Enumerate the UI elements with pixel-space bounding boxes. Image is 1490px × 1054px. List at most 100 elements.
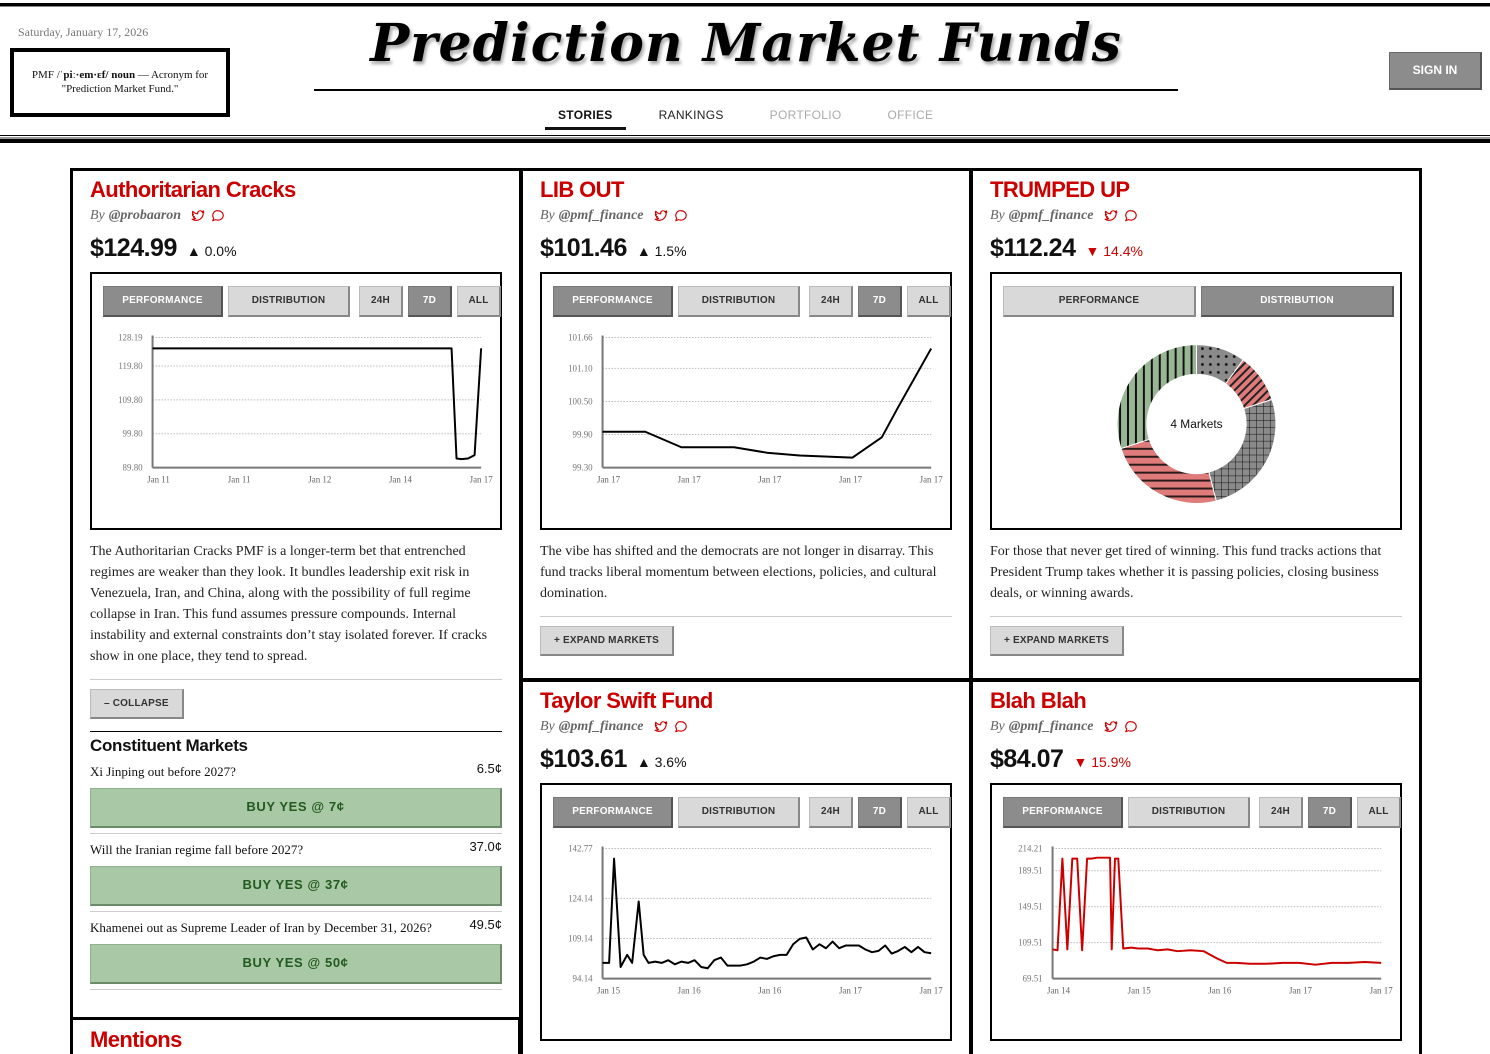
comment-icon[interactable] [674,720,688,734]
fund-price: $84.07 [990,745,1064,773]
twitter-icon[interactable] [1104,720,1118,734]
author-handle[interactable]: @pmf_finance [558,208,644,223]
range-24h-button[interactable]: 24H [359,286,403,317]
svg-text:Jan 12: Jan 12 [308,474,331,484]
byline: By @pmf_finance [990,208,1402,224]
buy-yes-button[interactable]: BUY YES @ 37¢ [90,866,502,906]
author-handle[interactable]: @probaaron [108,208,182,223]
svg-text:189.51: 189.51 [1018,866,1043,876]
chart-tabs: PERFORMANCE DISTRIBUTION [1003,286,1399,317]
performance-tab[interactable]: PERFORMANCE [1003,286,1196,317]
svg-text:Jan 14: Jan 14 [389,474,413,484]
range-all-button[interactable]: ALL [1357,797,1401,828]
author-handle[interactable]: @pmf_finance [558,719,644,734]
comment-icon[interactable] [674,209,688,223]
svg-text:Jan 16: Jan 16 [758,985,782,995]
author-handle[interactable]: @pmf_finance [1008,208,1094,223]
fund-title[interactable]: Blah Blah [990,688,1087,713]
distribution-tab[interactable]: DISTRIBUTION [678,797,800,828]
range-all-button[interactable]: ALL [907,286,951,317]
distribution-donut-chart[interactable]: 4 Markets [992,336,1400,516]
comment-icon[interactable] [1124,209,1138,223]
svg-text:99.30: 99.30 [573,463,594,473]
range-7d-button[interactable]: 7D [1308,797,1352,828]
svg-text:Jan 17: Jan 17 [920,985,944,995]
svg-text:149.51: 149.51 [1018,902,1043,912]
performance-tab[interactable]: PERFORMANCE [1003,797,1123,828]
fund-card-lib-out: LIB OUT By @pmf_finance $101.46 ▲ 1.5% PE… [520,168,972,681]
performance-tab[interactable]: PERFORMANCE [103,286,223,317]
market-price: 6.5¢ [476,761,502,776]
chart-panel: PERFORMANCE DISTRIBUTION 24H 7D ALL 128.… [90,272,502,530]
svg-text:Jan 16: Jan 16 [1208,985,1232,995]
svg-text:94.14: 94.14 [573,974,594,984]
range-all-button[interactable]: ALL [907,797,951,828]
nav-rankings[interactable]: RANKINGS [658,108,724,122]
byline: By @probaaron [90,208,502,224]
range-7d-button[interactable]: 7D [858,797,902,828]
market-question[interactable]: Will the Iranian regime fall before 2027… [90,842,304,857]
range-24h-button[interactable]: 24H [809,797,853,828]
fund-price: $112.24 [990,234,1076,262]
svg-text:Jan 16: Jan 16 [678,985,702,995]
range-24h-button[interactable]: 24H [809,286,853,317]
nav-office[interactable]: OFFICE [887,108,934,122]
sign-in-button[interactable]: SIGN IN [1389,52,1482,90]
buy-yes-button[interactable]: BUY YES @ 50¢ [90,944,502,984]
range-7d-button[interactable]: 7D [858,286,902,317]
fund-title[interactable]: TRUMPED UP [990,177,1130,202]
distribution-tab[interactable]: DISTRIBUTION [228,286,350,317]
collapse-button[interactable]: – COLLAPSE [90,689,184,719]
svg-text:Jan 17: Jan 17 [470,474,494,484]
range-7d-button[interactable]: 7D [408,286,452,317]
current-date: Saturday, January 17, 2026 [18,25,149,39]
chart-tabs: PERFORMANCE DISTRIBUTION 24H 7D ALL [553,286,956,317]
fund-title[interactable]: Taylor Swift Fund [540,688,713,713]
twitter-icon[interactable] [1104,209,1118,223]
svg-text:Jan 17: Jan 17 [1370,985,1394,995]
masthead-logo[interactable]: Prediction Market Funds [370,13,1122,74]
market-row: Khamenei out as Supreme Leader of Iran b… [90,917,502,936]
svg-text:214.21: 214.21 [1018,844,1043,854]
price-change: ▼ 14.4% [1085,243,1143,259]
header-rule [0,139,1490,143]
nav-portfolio[interactable]: PORTFOLIO [769,108,842,122]
fund-card-authoritarian-cracks: Authoritarian Cracks By @probaaron $124.9… [70,168,522,1020]
comment-icon[interactable] [1124,720,1138,734]
svg-text:109.14: 109.14 [568,933,593,943]
comment-icon[interactable] [211,209,225,223]
byline: By @pmf_finance [540,719,952,735]
performance-tab[interactable]: PERFORMANCE [553,286,673,317]
performance-line-chart[interactable]: 214.21 189.51 149.51 109.51 69.51 Jan 14 Jan 1… [992,843,1400,1003]
range-all-button[interactable]: ALL [457,286,501,317]
author-handle[interactable]: @pmf_finance [1008,719,1094,734]
price-change: ▲ 3.6% [636,754,687,770]
svg-text:Jan 11: Jan 11 [228,474,251,484]
pmf-definition-box: PMF /ˈpiː·em·ɛf/ noun — Acronym for "Pre… [10,48,230,117]
distribution-tab[interactable]: DISTRIBUTION [678,286,800,317]
expand-markets-button[interactable]: + EXPAND MARKETS [540,626,674,656]
twitter-icon[interactable] [654,720,668,734]
buy-yes-button[interactable]: BUY YES @ 7¢ [90,788,502,828]
svg-text:128.19: 128.19 [118,333,143,343]
twitter-icon[interactable] [191,209,205,223]
chart-panel: PERFORMANCE DISTRIBUTION 4 Markets [990,272,1402,530]
chart-tabs: PERFORMANCE DISTRIBUTION 24H 7D ALL [1003,797,1406,828]
expand-markets-button[interactable]: + EXPAND MARKETS [990,626,1124,656]
nav-stories[interactable]: STORIES [545,100,626,130]
performance-tab[interactable]: PERFORMANCE [553,797,673,828]
fund-title[interactable]: LIB OUT [540,177,624,202]
twitter-icon[interactable] [654,209,668,223]
chart-panel: PERFORMANCE DISTRIBUTION 24H 7D ALL 214.… [990,783,1402,1041]
chart-panel: PERFORMANCE DISTRIBUTION 24H 7D ALL 101.… [540,272,952,530]
range-24h-button[interactable]: 24H [1259,797,1303,828]
distribution-tab[interactable]: DISTRIBUTION [1201,286,1394,317]
market-question[interactable]: Khamenei out as Supreme Leader of Iran b… [90,920,432,935]
divider [90,731,502,732]
distribution-tab[interactable]: DISTRIBUTION [1128,797,1250,828]
fund-title[interactable]: Authoritarian Cracks [90,177,296,202]
market-question[interactable]: Xi Jinping out before 2027? [90,764,236,779]
